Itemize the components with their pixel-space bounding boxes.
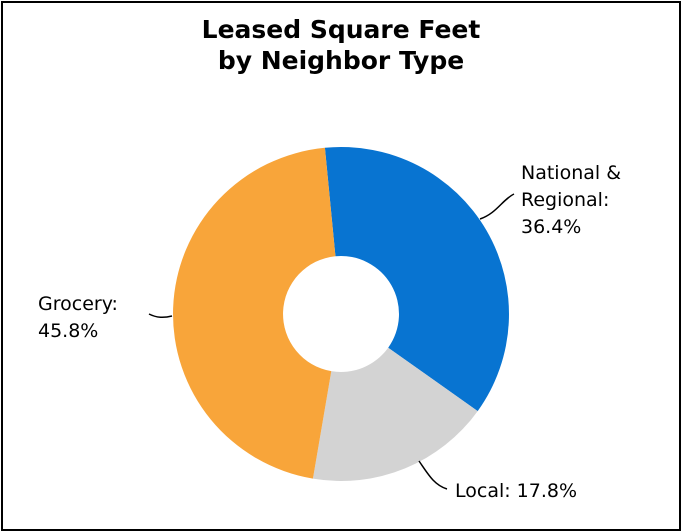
label-grocery: Grocery: 45.8% [38,293,124,342]
label-grocery-line-1: Grocery: [38,293,118,315]
label-national-regional-line-3: 36.4% [521,216,581,238]
leader-line-grocery [148,313,173,319]
slice-national-regional [324,147,509,412]
label-grocery-line-2: 45.8% [38,320,98,342]
leader-line-national-regional [479,193,515,220]
label-national-regional-line-2: Regional: [521,189,609,211]
slice-grocery [173,147,336,479]
label-national-regional-line-1: National & [521,162,621,184]
chart-title-line-2: by Neighbor Type [217,46,465,75]
donut-slices [173,147,509,481]
slice-local [312,347,478,481]
leader-line-local [418,460,448,490]
label-local-line-1: Local: 17.8% [455,480,577,502]
chart-title: Leased Square Feet by Neighbor Type [0,14,682,76]
chart-title-line-1: Leased Square Feet [201,15,481,44]
label-national-regional: National & Regional: 36.4% [521,162,627,238]
label-local: Local: 17.8% [455,480,577,502]
